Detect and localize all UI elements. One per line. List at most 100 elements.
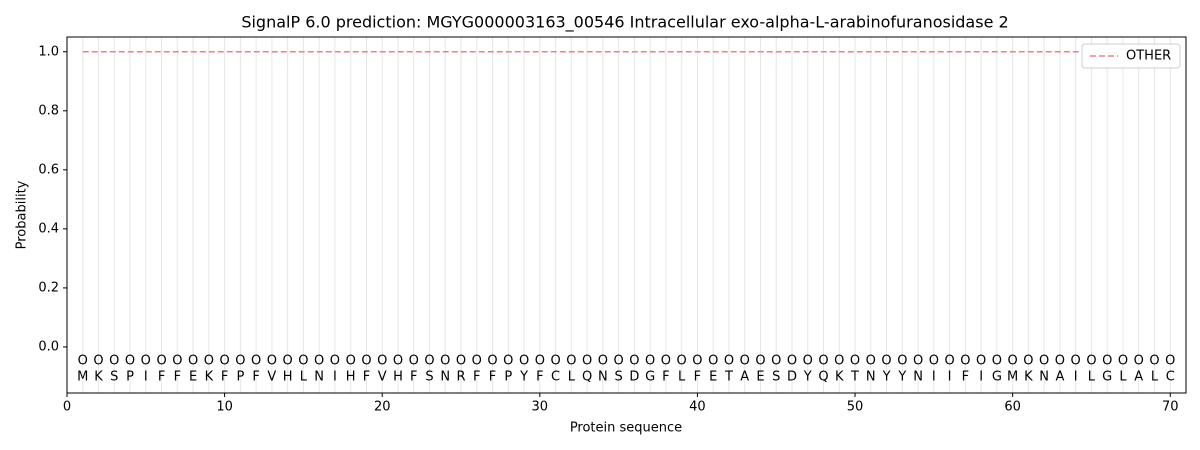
residue-label: N (1039, 370, 1049, 385)
residue-label: F (174, 370, 181, 385)
x-tick-label: 40 (689, 400, 706, 415)
residue-label: L (300, 370, 308, 385)
region-label: O (677, 354, 687, 369)
residue-label: E (189, 370, 197, 385)
region-label: O (850, 354, 860, 369)
region-label: O (1134, 354, 1144, 369)
residue-label: K (835, 370, 844, 385)
region-label: O (614, 354, 624, 369)
residue-label: S (614, 370, 622, 385)
residue-label: S (425, 370, 433, 385)
region-label: O (267, 354, 277, 369)
region-label: O (314, 354, 324, 369)
region-label: O (93, 354, 103, 369)
region-label: O (803, 354, 813, 369)
region-label: O (188, 354, 198, 369)
region-label: O (393, 354, 403, 369)
residue-label: H (393, 370, 403, 385)
y-tick-label: 0.2 (38, 280, 59, 295)
region-label: O (740, 354, 750, 369)
residue-label: C (1166, 370, 1175, 385)
residue-label: K (94, 370, 103, 385)
region-label: O (141, 354, 151, 369)
region-label: O (219, 354, 229, 369)
x-tick-label: 0 (63, 400, 71, 415)
residue-label: F (363, 370, 370, 385)
residue-label: I (932, 370, 936, 385)
region-label: O (771, 354, 781, 369)
region-label: O (834, 354, 844, 369)
region-label: O (866, 354, 876, 369)
residue-label: Y (897, 370, 906, 385)
region-label: O (692, 354, 702, 369)
x-tick-label: 50 (847, 400, 864, 415)
region-label: O (1118, 354, 1128, 369)
region-label: O (661, 354, 671, 369)
region-label: O (456, 354, 466, 369)
region-label: O (519, 354, 529, 369)
y-tick-label: 0.0 (38, 339, 59, 354)
y-tick-label: 0.6 (38, 162, 59, 177)
residue-label: F (662, 370, 669, 385)
residue-label: D (787, 370, 797, 385)
region-label: O (913, 354, 923, 369)
residue-label: E (709, 370, 717, 385)
y-tick-label: 0.8 (38, 103, 59, 118)
region-label: O (235, 354, 245, 369)
region-label: O (1102, 354, 1112, 369)
residue-label: F (489, 370, 496, 385)
region-label: O (172, 354, 182, 369)
region-label: O (78, 354, 88, 369)
region-label: O (755, 354, 765, 369)
region-label: O (472, 354, 482, 369)
region-label: O (125, 354, 135, 369)
residue-label: D (629, 370, 639, 385)
region-label: O (708, 354, 718, 369)
residue-label: I (979, 370, 983, 385)
residue-label: Q (582, 370, 592, 385)
residue-label: F (694, 370, 701, 385)
region-label: O (1008, 354, 1018, 369)
residue-label: V (378, 370, 387, 385)
region-label: O (330, 354, 340, 369)
residue-label: E (756, 370, 764, 385)
region-label: O (598, 354, 608, 369)
x-axis-label: Protein sequence (570, 421, 682, 436)
residue-label: I (144, 370, 148, 385)
x-tick-label: 20 (374, 400, 391, 415)
residue-label: P (504, 370, 512, 385)
region-label: O (156, 354, 166, 369)
x-tick-label: 60 (1004, 400, 1021, 415)
region-label: O (409, 354, 419, 369)
region-label: O (1071, 354, 1081, 369)
region-label: O (535, 354, 545, 369)
residue-label: N (314, 370, 324, 385)
residue-label: S (772, 370, 780, 385)
region-label: O (251, 354, 261, 369)
x-tick-label: 10 (216, 400, 233, 415)
residue-label: F (221, 370, 228, 385)
region-label: O (109, 354, 119, 369)
legend-box (1081, 43, 1181, 69)
region-label: O (550, 354, 560, 369)
residue-label: Y (519, 370, 528, 385)
region-label: O (992, 354, 1002, 369)
region-label: O (361, 354, 371, 369)
residue-label: I (948, 370, 952, 385)
region-label: O (787, 354, 797, 369)
residue-label: F (252, 370, 259, 385)
residue-label: H (283, 370, 293, 385)
region-label: O (582, 354, 592, 369)
residue-label: R (456, 370, 465, 385)
residue-label: F (158, 370, 165, 385)
residue-label: P (236, 370, 244, 385)
region-label: O (424, 354, 434, 369)
residue-label: Q (818, 370, 828, 385)
region-label: O (1055, 354, 1065, 369)
residue-label: H (346, 370, 356, 385)
residue-label: N (866, 370, 876, 385)
region-label: O (629, 354, 639, 369)
region-label: O (503, 354, 513, 369)
